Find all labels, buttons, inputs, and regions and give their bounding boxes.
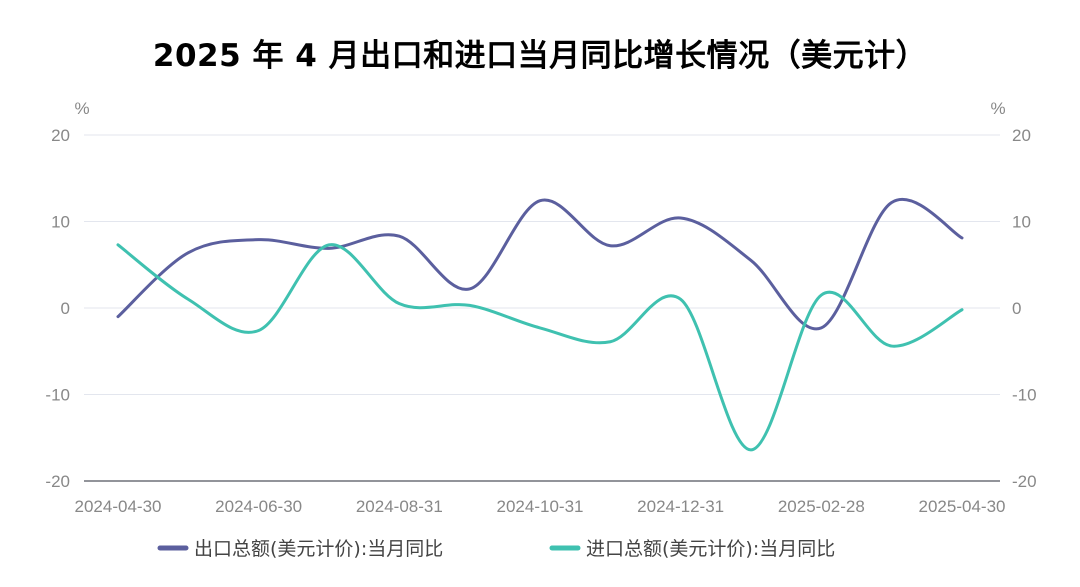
data-point	[537, 198, 543, 204]
axis-units: %%	[74, 99, 1005, 118]
series-line-imports	[116, 243, 964, 452]
y-tick-label-left: 0	[61, 299, 70, 318]
series-lines	[115, 198, 965, 453]
data-point	[467, 302, 473, 308]
data-point	[115, 314, 121, 320]
data-point	[256, 327, 262, 333]
data-point	[396, 233, 402, 239]
series-line-exports	[116, 198, 964, 331]
x-tick-label: 2024-12-31	[637, 497, 724, 516]
x-tick-label: 2024-04-30	[75, 497, 162, 516]
data-point	[678, 296, 684, 302]
y-tick-label-right: 10	[1012, 213, 1031, 232]
data-point	[537, 325, 543, 331]
data-point	[889, 199, 895, 205]
chart-title: 2025 年 4 月出口和进口当月同比增长情况（美元计）	[152, 38, 928, 74]
x-axis: 2024-04-30 2024-06-30 2024-08-31 2024-10-31…	[75, 497, 1006, 516]
data-point	[467, 286, 473, 292]
data-point	[115, 242, 121, 248]
y-tick-label-left: -20	[45, 472, 70, 491]
y-tick-label-right: 0	[1012, 299, 1021, 318]
data-point	[748, 257, 754, 263]
data-point	[256, 237, 262, 243]
y-tick-label-left: -10	[45, 386, 70, 405]
x-tick-label: 2025-02-28	[778, 497, 865, 516]
y-unit-right: %	[990, 99, 1005, 118]
y-unit-left: %	[74, 99, 89, 118]
data-point	[396, 301, 402, 307]
data-point	[607, 339, 613, 345]
y-tick-label-right: 20	[1012, 126, 1031, 145]
y-axis-right: 20 10 0 -10 -20	[1012, 126, 1037, 491]
data-point	[959, 235, 965, 241]
data-point	[678, 215, 684, 221]
data-point	[185, 296, 191, 302]
y-axis-left: 20 10 0 -10 -20	[45, 126, 70, 491]
data-point	[818, 325, 824, 331]
data-point	[818, 292, 824, 298]
x-tick-label: 2024-10-31	[497, 497, 584, 516]
y-tick-label-left: 20	[51, 126, 70, 145]
legend-label[interactable]: 出口总额(美元计价):当月同比	[194, 538, 443, 560]
y-tick-label-right: -10	[1012, 386, 1037, 405]
data-point	[889, 343, 895, 349]
x-tick-label: 2025-04-30	[919, 497, 1006, 516]
grid-lines	[84, 134, 1000, 482]
data-point	[326, 242, 332, 248]
y-tick-label-right: -20	[1012, 472, 1037, 491]
y-tick-label-left: 10	[51, 213, 70, 232]
data-point	[185, 250, 191, 256]
legend: 出口总额(美元计价):当月同比 进口总额(美元计价):当月同比	[157, 538, 835, 560]
x-tick-label: 2024-06-30	[215, 497, 302, 516]
data-point	[959, 307, 965, 313]
legend-label[interactable]: 进口总额(美元计价):当月同比	[586, 538, 835, 560]
data-point	[607, 243, 613, 249]
x-tick-label: 2024-08-31	[356, 497, 443, 516]
data-point	[748, 447, 754, 453]
